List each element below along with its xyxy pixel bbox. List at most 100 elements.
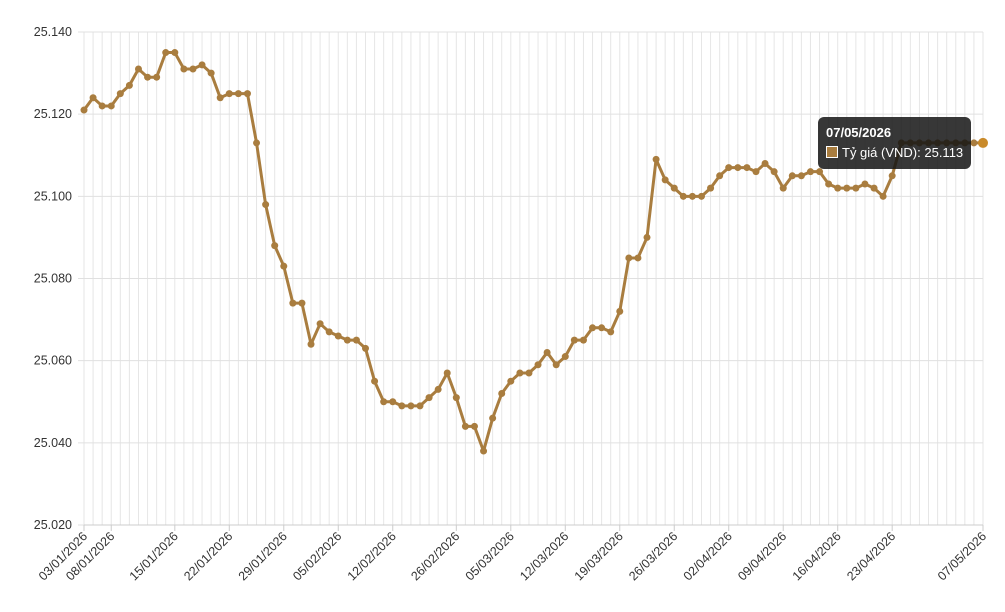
data-point [389, 398, 397, 406]
data-point [398, 402, 406, 410]
data-point [625, 254, 633, 262]
data-point [552, 361, 560, 369]
data-point [870, 184, 878, 192]
data-point [507, 377, 515, 385]
data-point [616, 307, 624, 315]
data-point [116, 90, 124, 98]
data-point [725, 164, 733, 172]
data-point [879, 192, 887, 200]
data-point [262, 201, 270, 209]
data-point [89, 94, 97, 102]
x-tick-label: 22/01/2026 [181, 529, 235, 583]
x-tick-label: 26/02/2026 [408, 529, 462, 583]
y-tick-label: 25.100 [34, 189, 72, 203]
data-point [416, 402, 424, 410]
data-point [470, 422, 478, 430]
data-point [607, 328, 615, 336]
data-point [888, 172, 896, 180]
data-point [970, 139, 978, 147]
data-point [271, 242, 279, 250]
data-point [425, 394, 433, 402]
data-point [380, 398, 388, 406]
data-point [461, 422, 469, 430]
data-point [162, 49, 170, 57]
data-point [316, 320, 324, 328]
data-point [643, 233, 651, 241]
data-point [289, 299, 297, 307]
data-point [489, 414, 497, 422]
data-point [280, 262, 288, 270]
data-point [834, 184, 842, 192]
x-tick-label: 12/02/2026 [345, 529, 399, 583]
data-point [298, 299, 306, 307]
data-point [761, 159, 769, 167]
data-point [225, 90, 233, 98]
data-point [598, 324, 606, 332]
x-tick-label: 12/03/2026 [517, 529, 571, 583]
tooltip-row: Tỷ giá (VND)25.113 [826, 143, 963, 163]
x-tick-label: 19/03/2026 [572, 529, 626, 583]
data-point [634, 254, 642, 262]
series-line [82, 51, 983, 453]
tooltip: 07/05/2026 Tỷ giá (VND)25.113 [818, 117, 972, 169]
data-point [716, 172, 724, 180]
data-point [843, 184, 851, 192]
x-tick-label: 09/04/2026 [735, 529, 789, 583]
data-point [198, 61, 206, 69]
data-point [688, 192, 696, 200]
data-point [788, 172, 796, 180]
x-tick-label: 29/01/2026 [236, 529, 290, 583]
data-point [334, 332, 342, 340]
y-tick-label: 25.020 [34, 518, 72, 532]
tooltip-series: Tỷ giá (VND) [842, 145, 924, 160]
data-point [207, 69, 215, 77]
data-point [534, 361, 542, 369]
y-tick-label: 25.080 [34, 272, 72, 286]
data-point [543, 348, 551, 356]
data-point [407, 402, 415, 410]
data-point [253, 139, 261, 147]
y-tick-label: 25.140 [34, 25, 72, 39]
data-point [816, 168, 824, 176]
x-tick-label: 23/04/2026 [844, 529, 898, 583]
data-point [325, 328, 333, 336]
data-point [180, 65, 188, 73]
x-tick-label: 02/04/2026 [681, 529, 735, 583]
y-tick-label: 25.060 [34, 354, 72, 368]
data-point [352, 336, 360, 344]
data-point [978, 137, 988, 148]
data-point [652, 155, 660, 163]
x-tick-label: 07/05/2026 [935, 529, 989, 583]
data-point [861, 180, 869, 188]
x-tick-label: 15/01/2026 [127, 529, 181, 583]
x-tick-label: 05/03/2026 [463, 529, 517, 583]
data-point [452, 394, 460, 402]
data-point [144, 73, 152, 81]
data-point [797, 172, 805, 180]
x-tick-label: 16/04/2026 [790, 529, 844, 583]
data-point [825, 180, 833, 188]
data-point [661, 176, 669, 184]
data-point [216, 94, 224, 102]
data-point [80, 106, 88, 114]
data-point [734, 164, 742, 172]
data-point [752, 168, 760, 176]
data-point [243, 90, 251, 98]
data-point [343, 336, 351, 344]
data-point [579, 336, 587, 344]
data-point [561, 353, 569, 361]
data-point [443, 369, 451, 377]
data-point [806, 168, 814, 176]
tooltip-title: 07/05/2026 [826, 125, 892, 140]
y-tick-label: 25.040 [34, 436, 72, 450]
x-tick-label: 26/03/2026 [626, 529, 680, 583]
data-point [134, 65, 142, 73]
data-point [307, 340, 315, 348]
data-point [670, 184, 678, 192]
data-point [516, 369, 524, 377]
data-point [98, 102, 106, 110]
data-point [189, 65, 197, 73]
data-point [234, 90, 242, 98]
